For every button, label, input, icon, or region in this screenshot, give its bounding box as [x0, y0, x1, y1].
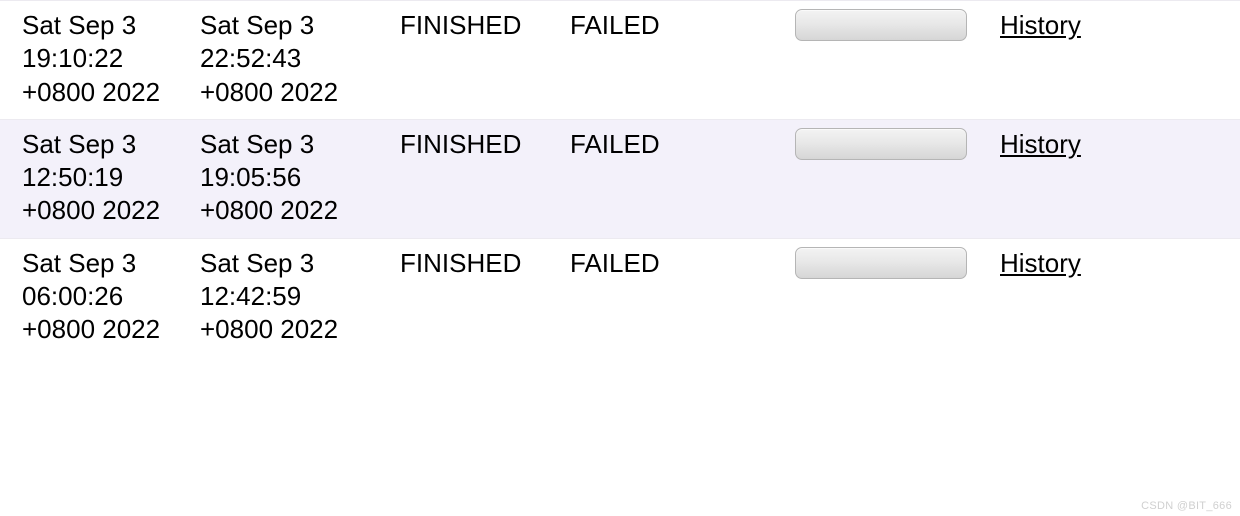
state-cell: FINISHED — [390, 128, 560, 161]
progress-button[interactable] — [795, 128, 967, 160]
state-cell: FINISHED — [390, 9, 560, 42]
start-time-cell: Sat Sep 3 12:50:19 +0800 2022 — [0, 128, 190, 228]
table-row: Sat Sep 3 12:50:19 +0800 2022 Sat Sep 3 … — [0, 119, 1240, 238]
watermark-text: CSDN @BIT_666 — [1141, 500, 1232, 512]
end-time-cell: Sat Sep 3 19:05:56 +0800 2022 — [190, 128, 390, 228]
start-time-cell: Sat Sep 3 19:10:22 +0800 2022 — [0, 9, 190, 109]
start-time-cell: Sat Sep 3 06:00:26 +0800 2022 — [0, 247, 190, 347]
progress-button[interactable] — [795, 247, 967, 279]
history-link[interactable]: History — [1000, 10, 1081, 40]
history-link[interactable]: History — [1000, 248, 1081, 278]
progress-cell — [785, 247, 990, 287]
state-cell: FINISHED — [390, 247, 560, 280]
final-status-cell: FAILED — [560, 128, 785, 161]
table-row: Sat Sep 3 06:00:26 +0800 2022 Sat Sep 3 … — [0, 238, 1240, 357]
final-status-cell: FAILED — [560, 247, 785, 280]
tracking-ui-cell: History — [990, 9, 1140, 42]
end-time-cell: Sat Sep 3 22:52:43 +0800 2022 — [190, 9, 390, 109]
progress-cell — [785, 9, 990, 49]
progress-cell — [785, 128, 990, 168]
history-link[interactable]: History — [1000, 129, 1081, 159]
table-row: Sat Sep 3 19:10:22 +0800 2022 Sat Sep 3 … — [0, 0, 1240, 119]
end-time-cell: Sat Sep 3 12:42:59 +0800 2022 — [190, 247, 390, 347]
final-status-cell: FAILED — [560, 9, 785, 42]
applications-table: Sat Sep 3 19:10:22 +0800 2022 Sat Sep 3 … — [0, 0, 1240, 356]
progress-button[interactable] — [795, 9, 967, 41]
tracking-ui-cell: History — [990, 247, 1140, 280]
tracking-ui-cell: History — [990, 128, 1140, 161]
